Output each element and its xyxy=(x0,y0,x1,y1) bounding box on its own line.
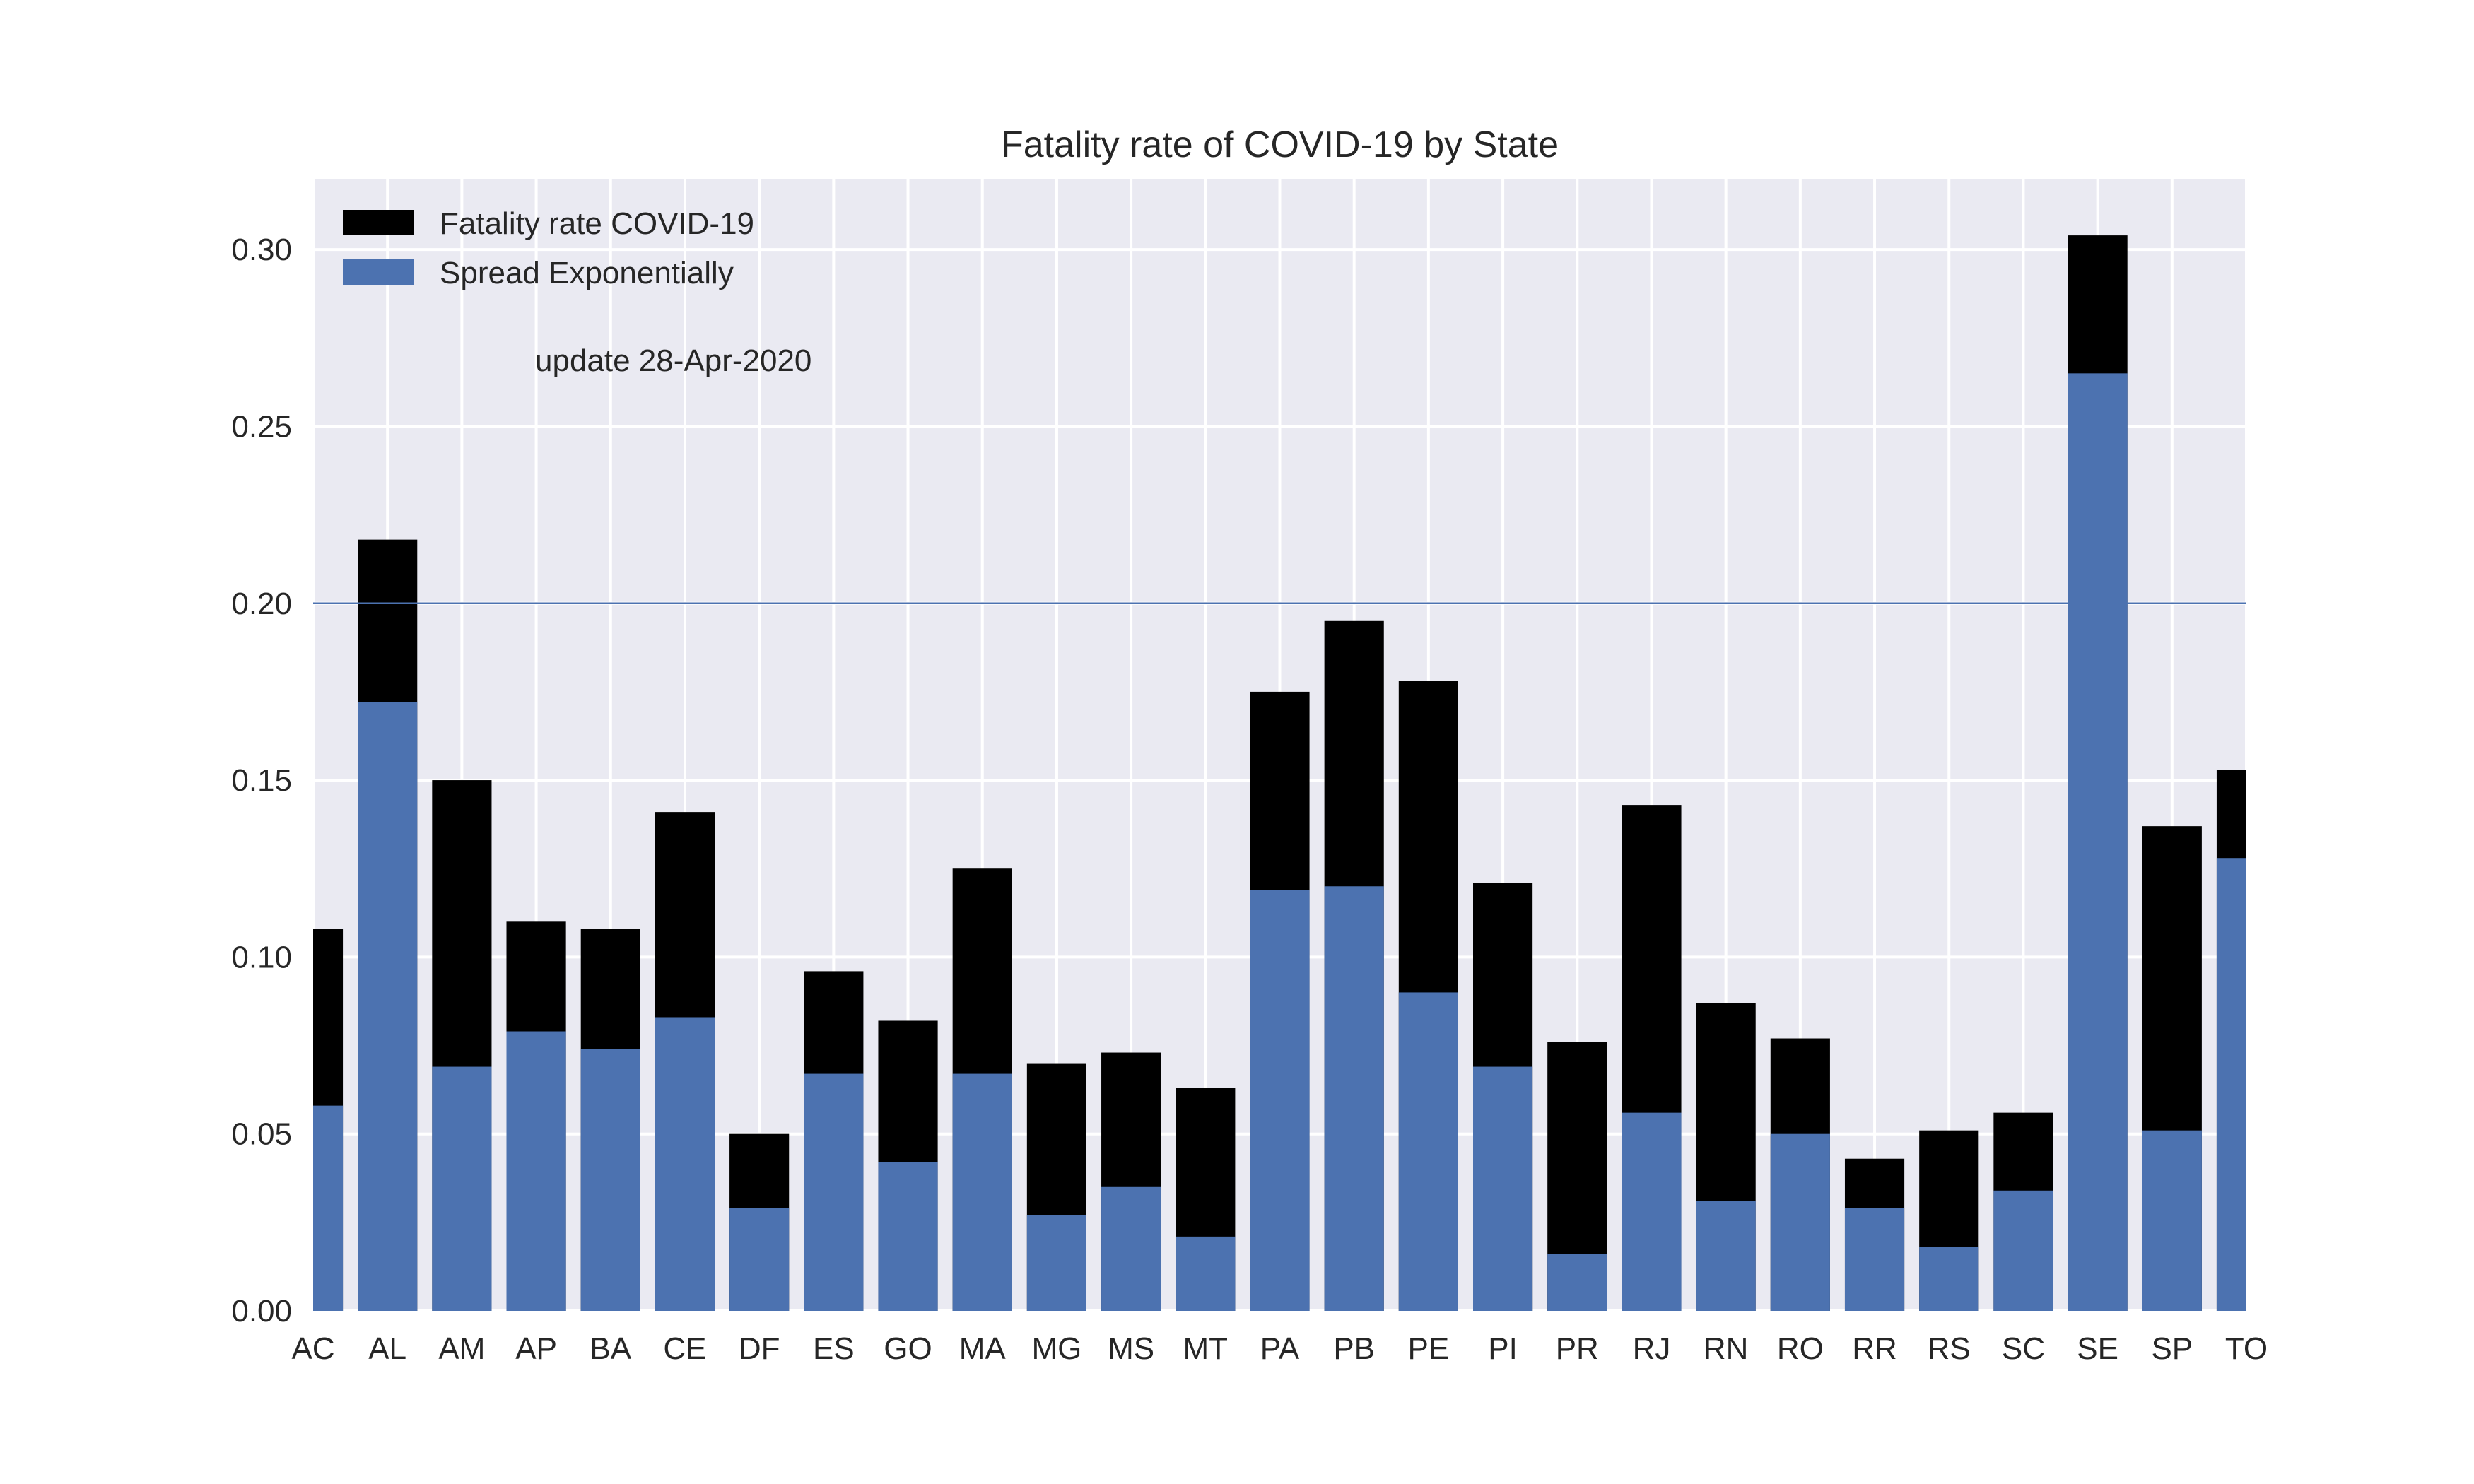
y-tick-label: 0.25 xyxy=(231,409,292,444)
x-tick-label-mg: MG xyxy=(1031,1331,1081,1366)
y-tick-label: 0.05 xyxy=(231,1117,292,1152)
bar-spread-exponentially-rr xyxy=(1844,1208,1905,1311)
bar-spread-exponentially-pi xyxy=(1473,1066,1533,1311)
x-tick-label-ma: MA xyxy=(959,1331,1007,1366)
bar-spread-exponentially-sc xyxy=(1993,1190,2053,1311)
x-tick-label-pb: PB xyxy=(1333,1331,1375,1366)
x-tick-label-ro: RO xyxy=(1777,1331,1824,1366)
legend-label-spread-exponentially: Spread Exponentially xyxy=(440,256,734,290)
x-tick-label-sc: SC xyxy=(2002,1331,2045,1366)
x-tick-label-am: AM xyxy=(438,1331,485,1366)
y-tick-label: 0.15 xyxy=(231,763,292,798)
bar-spread-exponentially-pr xyxy=(1547,1254,1607,1311)
update-annotation: update 28-Apr-2020 xyxy=(535,343,811,378)
x-tick-label-rs: RS xyxy=(1928,1331,1971,1366)
x-tick-label-rj: RJ xyxy=(1633,1331,1671,1366)
x-axis: AC AL AM AP BA CE DF ES GO MA MG MS MT PA PB PE PI PR RJ RN… xyxy=(291,1331,2268,1366)
x-tick-label-es: ES xyxy=(813,1331,855,1366)
x-tick-label-pe: PE xyxy=(1408,1331,1450,1366)
x-tick-label-ac: AC xyxy=(291,1331,334,1366)
bar-spread-exponentially-ac xyxy=(313,1105,344,1311)
bar-spread-exponentially-rn xyxy=(1696,1201,1756,1311)
y-tick-label: 0.30 xyxy=(231,232,292,267)
bar-spread-exponentially-mg xyxy=(1026,1215,1086,1311)
x-tick-label-pr: PR xyxy=(1556,1331,1599,1366)
bar-spread-exponentially-ce xyxy=(655,1017,715,1311)
x-tick-label-go: GO xyxy=(884,1331,932,1366)
x-tick-label-al: AL xyxy=(368,1331,406,1366)
x-tick-label-se: SE xyxy=(2077,1331,2118,1366)
x-tick-label-rr: RR xyxy=(1852,1331,1897,1366)
bar-spread-exponentially-pb xyxy=(1324,886,1384,1311)
y-tick-label: 0.10 xyxy=(231,940,292,974)
bar-spread-exponentially-mt xyxy=(1176,1236,1236,1311)
y-tick-label: 0.00 xyxy=(231,1294,292,1329)
bar-spread-exponentially-to xyxy=(2216,858,2246,1311)
bar-spread-exponentially-am xyxy=(432,1066,492,1311)
x-tick-label-to: TO xyxy=(2225,1331,2268,1366)
bar-spread-exponentially-df xyxy=(729,1208,790,1311)
x-tick-label-df: DF xyxy=(739,1331,780,1366)
bar-spread-exponentially-ms xyxy=(1101,1186,1161,1311)
x-tick-label-sp: SP xyxy=(2151,1331,2193,1366)
bar-spread-exponentially-pe xyxy=(1398,992,1458,1311)
x-tick-label-rn: RN xyxy=(1704,1331,1749,1366)
bar-spread-exponentially-se xyxy=(2068,373,2128,1311)
x-tick-label-ap: AP xyxy=(515,1331,557,1366)
bar-spread-exponentially-ro xyxy=(1770,1133,1830,1311)
x-tick-label-ba: BA xyxy=(590,1331,631,1366)
bar-spread-exponentially-ap xyxy=(506,1031,566,1311)
bar-spread-exponentially-ma xyxy=(952,1073,1012,1311)
legend-swatch-fatality-rate-covid-19 xyxy=(343,210,414,235)
bar-spread-exponentially-rs xyxy=(1919,1247,1979,1311)
x-tick-label-pa: PA xyxy=(1260,1331,1300,1366)
legend: Fatality rate COVID-19 Spread Exponential… xyxy=(343,206,754,290)
bars xyxy=(313,235,2246,1312)
bar-spread-exponentially-sp xyxy=(2142,1130,2202,1311)
x-tick-label-ce: CE xyxy=(663,1331,706,1366)
bar-spread-exponentially-pa xyxy=(1250,890,1310,1311)
y-axis: 0.00 0.05 0.10 0.15 0.20 0.25 0.30 xyxy=(231,232,292,1329)
legend-swatch-spread-exponentially xyxy=(343,259,414,285)
chart-title: Fatality rate of COVID-19 by State xyxy=(1001,124,1559,165)
legend-label-fatality-rate-covid-19: Fatality rate COVID-19 xyxy=(440,206,754,241)
bar-spread-exponentially-rj xyxy=(1622,1112,1682,1311)
bar-spread-exponentially-es xyxy=(804,1073,864,1311)
x-tick-label-mt: MT xyxy=(1183,1331,1229,1366)
bar-spread-exponentially-al xyxy=(358,702,418,1311)
y-tick-label: 0.20 xyxy=(231,587,292,621)
bar-spread-exponentially-go xyxy=(878,1162,938,1311)
bar-spread-exponentially-ba xyxy=(580,1049,640,1311)
x-tick-label-pi: PI xyxy=(1488,1331,1518,1366)
x-tick-label-ms: MS xyxy=(1108,1331,1154,1366)
